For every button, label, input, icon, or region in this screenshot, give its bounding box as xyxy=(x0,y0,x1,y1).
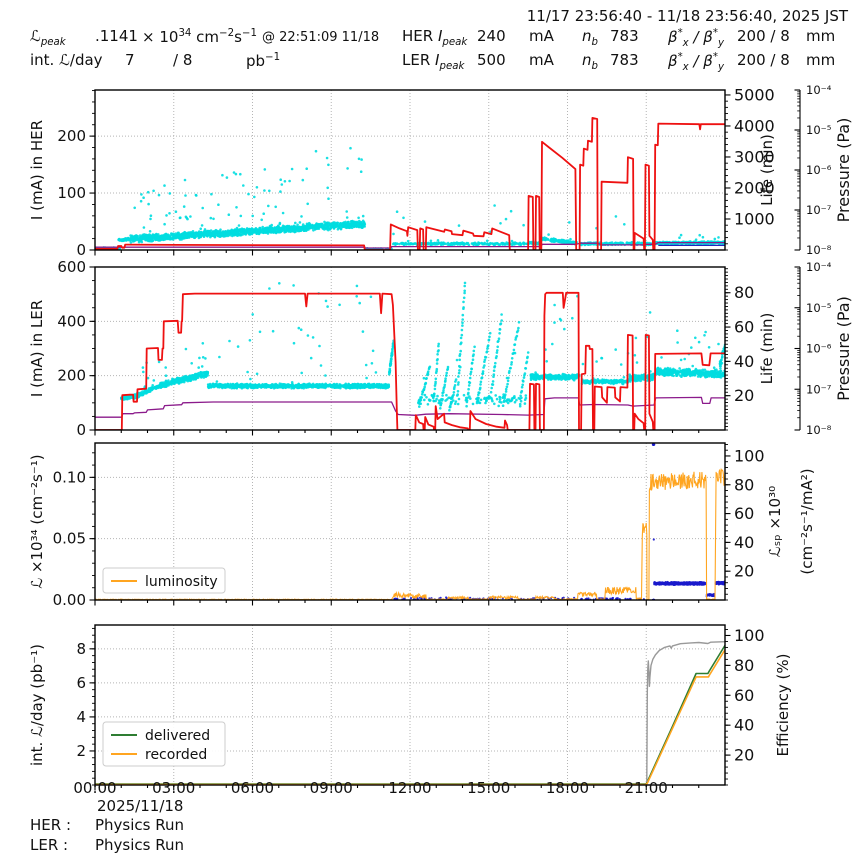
her-run-value: Physics Run xyxy=(95,816,185,834)
gridlines xyxy=(95,90,725,250)
svg-text:I (mA) in HER: I (mA) in HER xyxy=(28,120,46,220)
ticks: 0.000.050.10 xyxy=(53,452,700,609)
her-nb-value: 783 xyxy=(610,27,639,45)
her-run-label: HER : xyxy=(30,816,72,834)
intl-value: 7 xyxy=(125,51,135,69)
date-range: 11/17 23:56:40 - 11/18 23:56:40, 2025 JS… xyxy=(526,7,848,25)
ler-beta-unit: mm xyxy=(806,51,836,69)
lpeak-value: .1141 xyxy=(95,27,138,45)
ler-nb-value: 783 xyxy=(610,51,639,69)
svg-text:10⁻⁶: 10⁻⁶ xyxy=(806,163,832,177)
svg-text:10⁻⁵: 10⁻⁵ xyxy=(806,123,832,137)
ticks: 0 100 200 xyxy=(57,90,700,259)
svg-text:2000: 2000 xyxy=(734,178,775,197)
pressure-axis: 10⁻⁴ 10⁻⁵ 10⁻⁶ 10⁻⁷ 10⁻⁸ Pressure (Pa) xyxy=(794,83,853,257)
series-group xyxy=(95,117,725,250)
her-beta-unit: mm xyxy=(806,27,836,45)
ler-run-value: Physics Run xyxy=(95,836,185,854)
svg-text:1000: 1000 xyxy=(734,209,775,228)
lpeak-label: ℒpeak xyxy=(30,27,66,48)
panel-her-current: 0 100 200 I (mA) in HER 1000 2000 3000 4000 5000… xyxy=(28,83,853,259)
her-beta-label: β*x / β*y xyxy=(668,28,724,49)
svg-text:5000: 5000 xyxy=(734,85,775,104)
lpeak-timestamp: @ 22:51:09 11/18 xyxy=(262,30,380,45)
her-beta-value: 200 / 8 xyxy=(737,27,790,45)
x-axis-date: 2025/11/18 xyxy=(97,797,184,815)
her-nb-label: nb xyxy=(582,27,598,48)
ler-ipeak-value: 500 xyxy=(477,51,506,69)
svg-text:Life (min): Life (min) xyxy=(758,134,776,206)
legend: luminosity xyxy=(102,567,226,594)
svg-text:100: 100 xyxy=(57,184,86,202)
intl-label: int. ℒ/day xyxy=(30,51,103,69)
her-ipeak-unit: mA xyxy=(529,27,554,45)
svg-text:200: 200 xyxy=(57,127,86,145)
svg-text:10⁻⁴: 10⁻⁴ xyxy=(806,83,832,97)
her-ipeak-label: HER Ipeak xyxy=(402,27,468,48)
svg-text:4000: 4000 xyxy=(734,116,775,135)
gridlines xyxy=(95,443,725,600)
panel-luminosity: 0.000.050.10ℒ ×10³⁴ (cm⁻²s⁻¹) 20406080100… xyxy=(28,442,816,609)
svg-text:Pressure (Pa): Pressure (Pa) xyxy=(834,118,853,223)
ler-ipeak-unit: mA xyxy=(529,51,554,69)
svg-text:10⁻⁷: 10⁻⁷ xyxy=(806,203,832,217)
ler-beta-value: 200 / 8 xyxy=(737,51,790,69)
her-ipeak-value: 240 xyxy=(477,27,506,45)
right-axis: 1000 2000 3000 4000 5000 Life (min) xyxy=(725,85,776,251)
ler-ipeak-label: LER Ipeak xyxy=(402,51,465,72)
intl-unit: pb−1 xyxy=(246,52,281,70)
series-group xyxy=(95,281,725,430)
ler-nb-label: nb xyxy=(582,51,598,72)
svg-text:0: 0 xyxy=(76,241,86,259)
lpeak-unit: × 1034 cm−2s−1 xyxy=(142,28,257,46)
intl-slash: / 8 xyxy=(173,51,193,69)
ler-beta-label: β*x / β*y xyxy=(668,52,724,73)
ler-run-label: LER : xyxy=(30,836,69,854)
svg-text:10⁻⁸: 10⁻⁸ xyxy=(806,243,832,257)
svg-text:3000: 3000 xyxy=(734,147,775,166)
